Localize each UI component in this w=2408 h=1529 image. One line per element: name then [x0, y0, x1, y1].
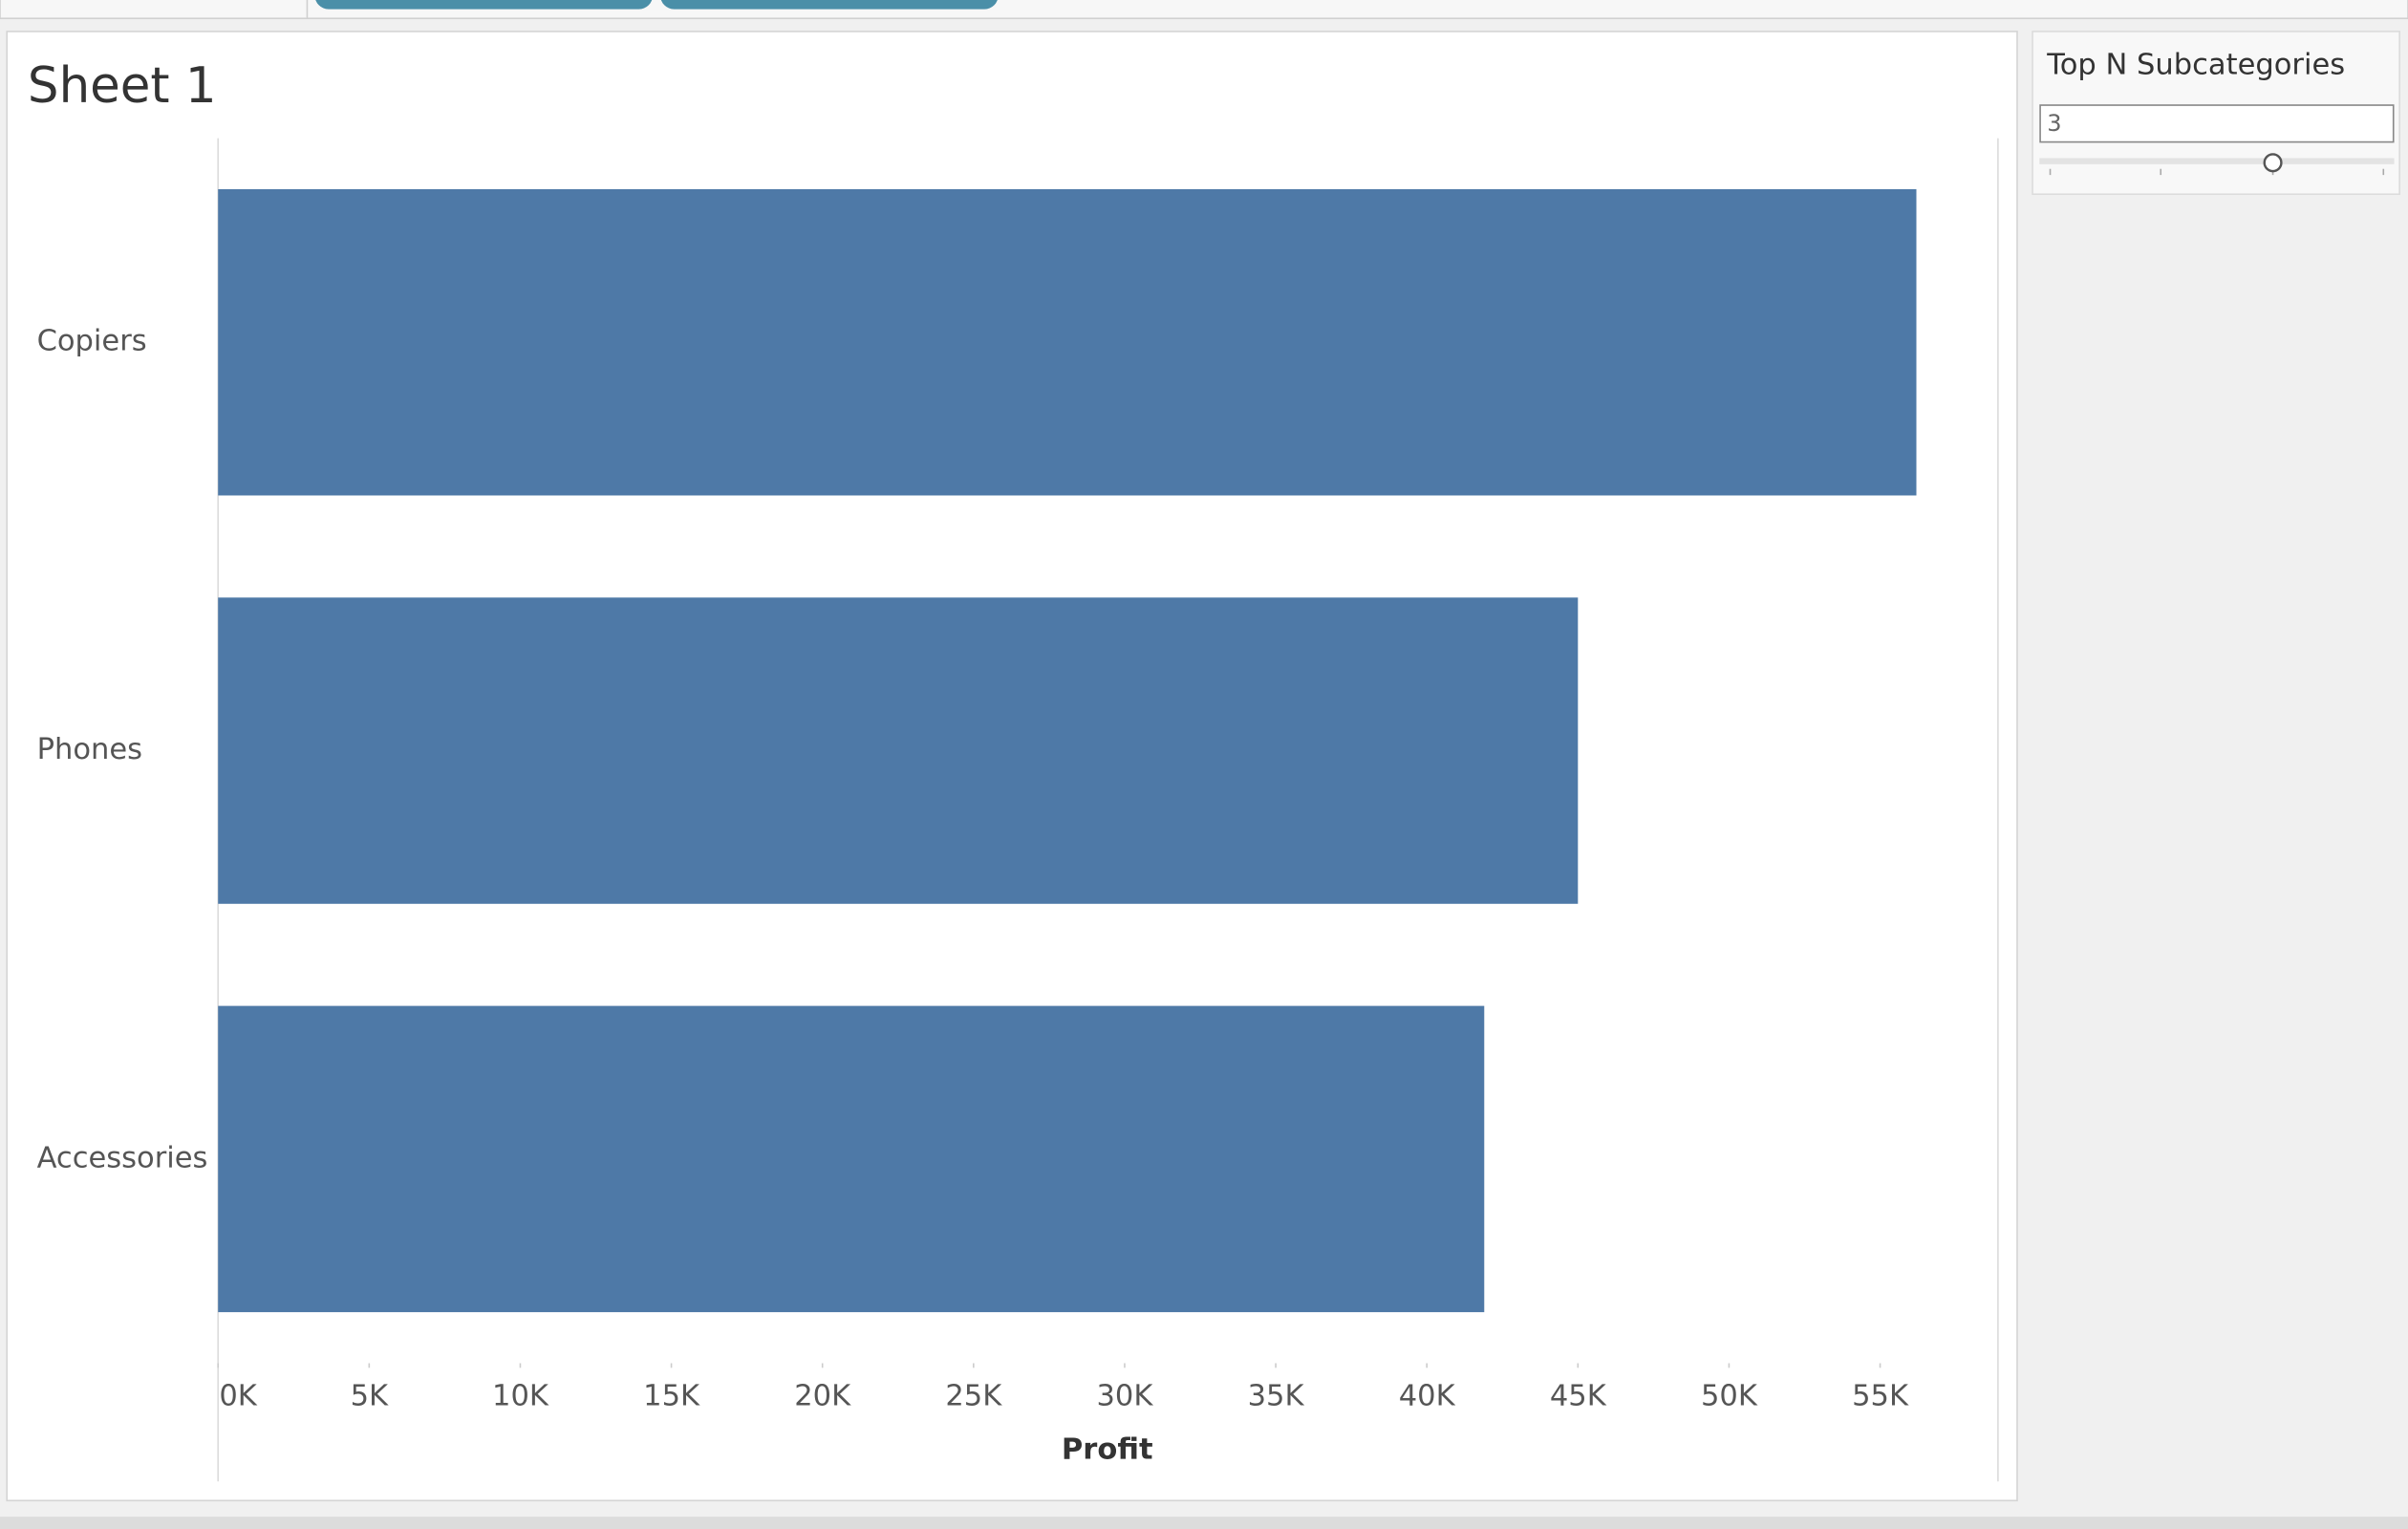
status-bar [0, 1517, 2408, 1529]
x-tick-label: 40K [1399, 1379, 1456, 1412]
x-axis-label: Profit [1062, 1433, 1153, 1467]
x-tick-label: 30K [1097, 1379, 1154, 1412]
x-tick-label: 10K [492, 1379, 549, 1412]
pill[interactable] [314, 0, 653, 10]
y-tick-label: Accessories [37, 1141, 208, 1174]
x-tick-label: 5K [351, 1379, 389, 1412]
chart-title: Sheet 1 [28, 57, 217, 115]
bar [218, 597, 1579, 904]
parameter-input[interactable] [2039, 104, 2395, 143]
x-tick-label: 35K [1248, 1379, 1305, 1412]
parameter-value: 3 [2047, 110, 2061, 137]
x-tick-label: 50K [1701, 1379, 1758, 1412]
slider-thumb[interactable] [2263, 153, 2283, 173]
y-tick-label: Copiers [37, 325, 147, 358]
bar [218, 188, 1917, 496]
x-tick-label: 25K [945, 1379, 1002, 1412]
bar [218, 1005, 1485, 1313]
x-tick-label: 0K [219, 1379, 257, 1412]
x-tick-label: 55K [1852, 1379, 1909, 1412]
x-tick-label: 20K [794, 1379, 851, 1412]
x-tick-label: 45K [1550, 1379, 1607, 1412]
parameter-title: Top N Subcategories [2046, 49, 2345, 82]
slider-track [2039, 158, 2395, 164]
pill[interactable] [660, 0, 999, 10]
y-tick-label: Phones [37, 733, 142, 766]
x-tick-label: 15K [643, 1379, 700, 1412]
